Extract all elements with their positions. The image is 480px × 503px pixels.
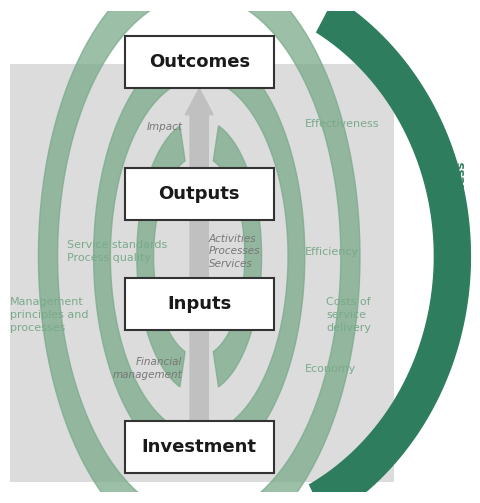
Text: Management
principles and
processes: Management principles and processes (10, 297, 88, 332)
Bar (10, 64, 394, 482)
FancyArrow shape (185, 89, 213, 425)
FancyBboxPatch shape (125, 168, 274, 220)
Polygon shape (94, 55, 172, 457)
FancyBboxPatch shape (125, 278, 274, 330)
Polygon shape (213, 126, 262, 387)
Text: Cost-effectiveness: Cost-effectiveness (454, 161, 468, 284)
Polygon shape (310, 0, 470, 503)
Text: Inputs: Inputs (167, 295, 231, 313)
Text: Impact: Impact (146, 122, 182, 132)
Text: Effectiveness: Effectiveness (305, 119, 379, 129)
FancyBboxPatch shape (125, 422, 274, 473)
Text: Economy: Economy (305, 364, 356, 374)
Text: Activities
Processes
Services: Activities Processes Services (209, 234, 260, 269)
Text: Outcomes: Outcomes (149, 53, 250, 71)
Text: Efficiency: Efficiency (305, 247, 359, 258)
Text: Financial
management: Financial management (113, 357, 182, 380)
Text: Service standards
Process quality: Service standards Process quality (67, 240, 168, 263)
Polygon shape (227, 55, 305, 457)
FancyBboxPatch shape (125, 36, 274, 88)
Text: Investment: Investment (142, 438, 257, 456)
Text: Outputs: Outputs (158, 185, 240, 203)
Polygon shape (137, 126, 185, 387)
Polygon shape (243, 0, 360, 503)
Polygon shape (38, 0, 156, 503)
Text: Costs of
service
delivery: Costs of service delivery (326, 297, 372, 332)
